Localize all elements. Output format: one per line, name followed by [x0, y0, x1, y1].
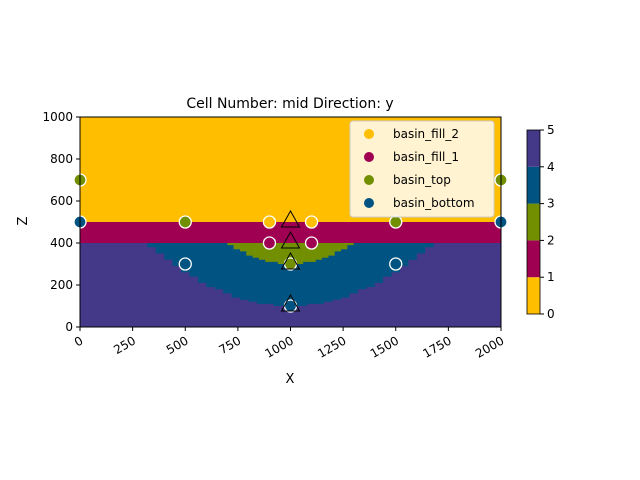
legend-marker [364, 198, 374, 208]
legend-label: basin_bottom [393, 196, 475, 210]
legend-marker [364, 152, 374, 162]
surface-point [389, 215, 403, 229]
y-tick-label: 600 [50, 194, 73, 208]
chart-title: Cell Number: mid Direction: y [186, 96, 393, 112]
colorbar-tick-label: 0 [547, 307, 555, 321]
colorbar-segment [527, 166, 540, 204]
legend-label: basin_top [393, 173, 451, 187]
y-tick-label: 1000 [42, 110, 73, 124]
colorbar-segment [527, 130, 540, 167]
x-tick-label: 0 [72, 333, 86, 349]
orientation-marker [280, 251, 301, 270]
colorbar: 0 1 2 3 4 5 [526, 123, 555, 321]
y-tick-label: 200 [50, 278, 73, 292]
x-tick-label: 750 [217, 333, 244, 357]
legend-marker [364, 129, 374, 139]
surface-point [178, 215, 192, 229]
legend-marker [364, 175, 374, 185]
colorbar-segment [527, 277, 540, 314]
legend: basin_fill_2 basin_fill_1 basin_top basin_b… [349, 120, 495, 218]
colorbar-tick-label: 2 [547, 233, 555, 247]
surface-point [304, 215, 319, 229]
layer-basin-bottom [147, 243, 434, 306]
colorbar-segment [527, 240, 540, 278]
surface-point [389, 257, 403, 271]
x-tick-label: 1500 [368, 333, 401, 360]
x-tick-label: 2000 [473, 333, 506, 360]
x-tick-label: 1250 [315, 333, 348, 360]
surface-point [262, 215, 277, 229]
y-axis-label: Z [16, 216, 31, 225]
orientation-marker [280, 230, 301, 249]
x-tick-label: 250 [111, 333, 138, 357]
y-tick-label: 800 [50, 152, 73, 166]
surface-point [178, 257, 192, 271]
surface-point [304, 236, 319, 250]
orientation-marker [280, 209, 301, 228]
surface-point [262, 236, 277, 250]
colorbar-tick-label: 1 [547, 270, 555, 284]
legend-label: basin_fill_1 [393, 150, 459, 164]
colorbar-tick-label: 4 [547, 160, 555, 174]
x-tick-label: 1000 [263, 333, 296, 360]
legend-box [349, 120, 495, 218]
x-tick-label: 1750 [420, 333, 453, 360]
y-tick-label: 400 [50, 236, 73, 250]
orientation-marker [280, 293, 301, 312]
x-axis-label: X [286, 372, 295, 387]
legend-label: basin_fill_2 [393, 127, 459, 141]
x-tick-label: 500 [164, 333, 191, 357]
colorbar-frame [526, 129, 541, 315]
y-tick-label: 0 [65, 320, 73, 334]
colorbar-segment [527, 203, 540, 241]
colorbar-tick-label: 5 [547, 123, 555, 137]
colorbar-tick-label: 3 [547, 197, 555, 211]
